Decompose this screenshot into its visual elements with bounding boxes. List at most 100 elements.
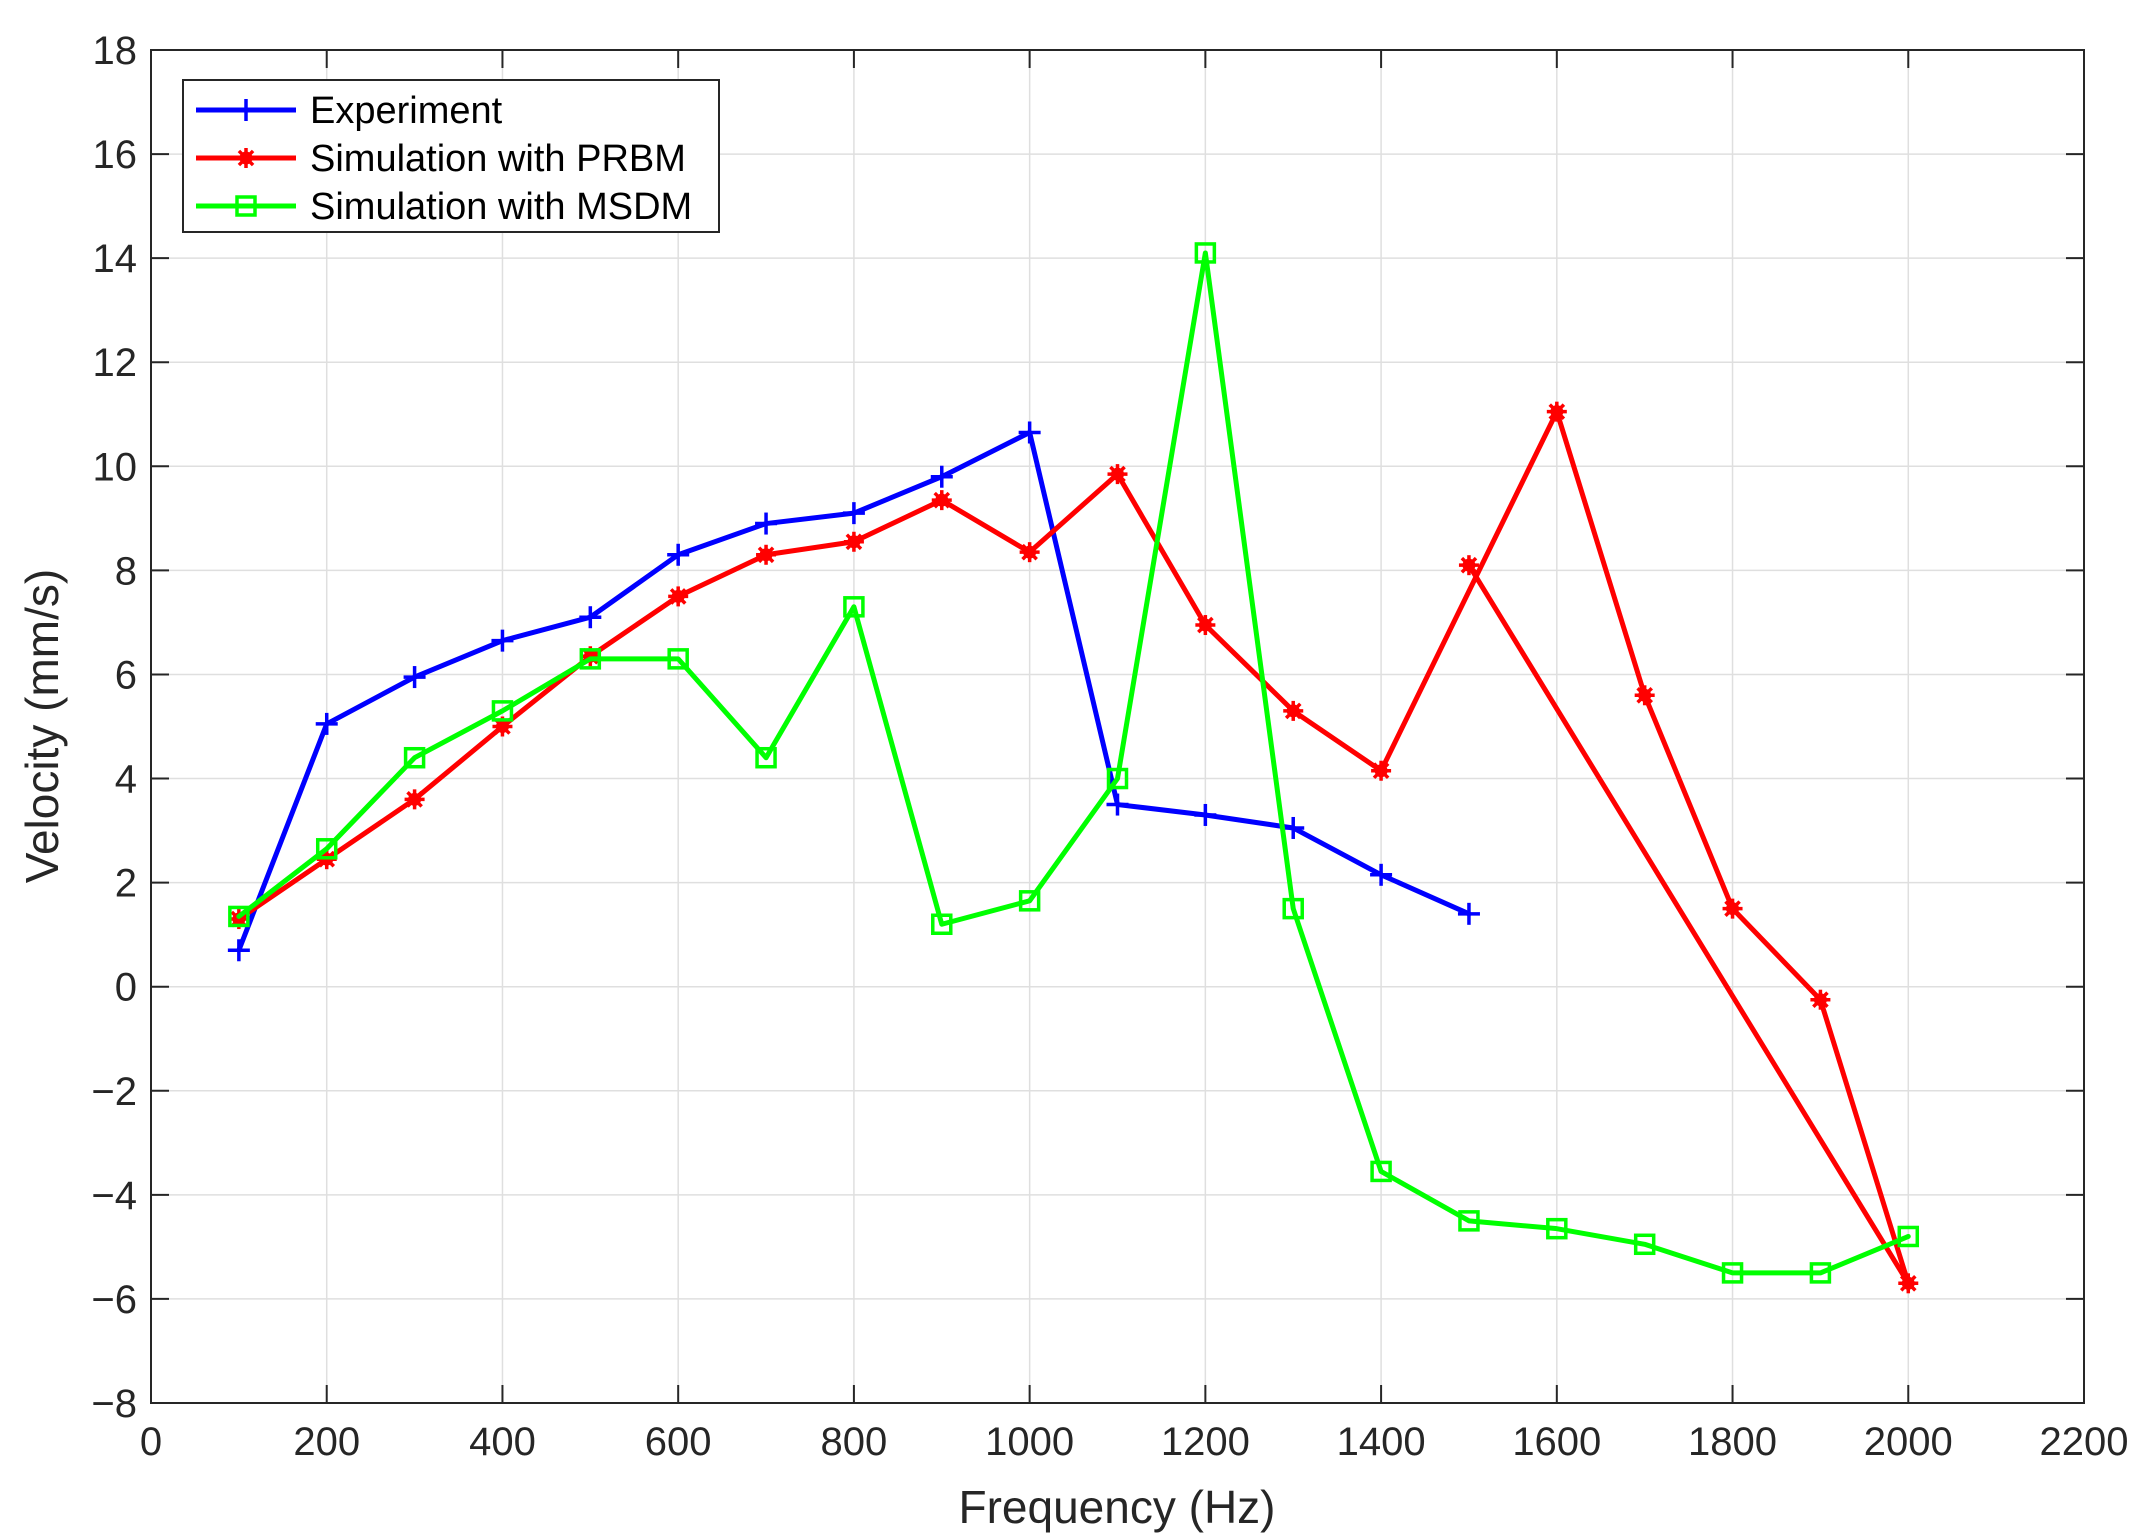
data-point (1898, 1273, 1919, 1294)
x-tick-label: 1000 (985, 1420, 1074, 1464)
y-tick-label: −8 (91, 1382, 137, 1426)
x-tick-label: 600 (645, 1420, 712, 1464)
y-tick-label: −6 (91, 1278, 137, 1322)
x-tick-label: 1200 (1161, 1420, 1250, 1464)
data-point (403, 746, 426, 769)
x-tick-labels: 0 200 400 600 800 1000 1200 1400 1600 1800 2000 220… (140, 1420, 2129, 1464)
data-point (1458, 555, 1479, 576)
legend: Experiment Simulation with PRBM Simulation… (182, 79, 720, 233)
data-point (756, 544, 777, 565)
y-tick-label: −4 (91, 1174, 137, 1218)
data-point (1018, 890, 1041, 912)
data-point (667, 648, 689, 670)
data-point (1106, 793, 1129, 816)
data-point (668, 586, 689, 607)
data-point (228, 905, 250, 928)
x-tick-label: 1800 (1688, 1420, 1777, 1464)
data-point (1370, 1160, 1392, 1183)
y-tick-label: 10 (93, 445, 138, 489)
data-point (491, 700, 514, 722)
data-point (1634, 685, 1655, 706)
y-tick-label: 8 (115, 549, 137, 593)
data-point (931, 490, 952, 511)
legend-label: Simulation with MSDM (310, 186, 692, 228)
x-tick-label: 200 (293, 1420, 360, 1464)
y-tick-label: 6 (115, 653, 137, 697)
x-tick-label: 400 (469, 1420, 536, 1464)
data-point (755, 746, 777, 769)
data-point (1810, 989, 1831, 1010)
grid (151, 50, 2084, 1403)
data-point (1107, 464, 1128, 485)
series-line (236, 409, 1911, 1286)
x-tick-label: 0 (140, 1420, 162, 1464)
data-point (579, 606, 602, 629)
y-tick-label: 2 (115, 862, 137, 906)
x-tick-label: 1600 (1512, 1420, 1601, 1464)
y-tick-label: 0 (115, 966, 137, 1010)
data-point (1809, 1262, 1832, 1284)
y-tick-label: 16 (93, 133, 138, 177)
legend-entry: Experiment (196, 90, 503, 132)
x-tick-label: 800 (821, 1420, 888, 1464)
data-point (843, 596, 865, 618)
data-point (1282, 816, 1305, 839)
data-point (1546, 1217, 1568, 1240)
data-point (1897, 1225, 1920, 1248)
legend-entry: Simulation with PRBM (196, 138, 686, 180)
data-point (1283, 700, 1304, 721)
y-tick-label: 4 (115, 758, 137, 802)
data-point (404, 789, 425, 810)
plot-area-border (150, 49, 2085, 1404)
x-tick-label: 2000 (1864, 1420, 1953, 1464)
data-point (1282, 897, 1304, 920)
series-line (236, 250, 1911, 1276)
data-point (1722, 898, 1743, 919)
data-point (755, 512, 778, 535)
data-point (1546, 401, 1567, 422)
x-tick-label: 2200 (2040, 1420, 2129, 1464)
data-point (842, 502, 865, 525)
data-point (1370, 863, 1393, 886)
legend-label: Simulation with PRBM (310, 138, 686, 180)
series-2 (228, 401, 1919, 1294)
data-point (227, 939, 250, 962)
data-point (1194, 803, 1217, 826)
data-point (1195, 615, 1216, 636)
y-tick-label: −2 (91, 1070, 137, 1114)
series-1 (227, 421, 1480, 962)
data-point (1457, 902, 1480, 925)
legend-entry: Simulation with MSDM (196, 186, 692, 228)
data-point (1371, 760, 1392, 781)
data-point (315, 712, 338, 735)
legend-marker (236, 148, 256, 168)
data-point (843, 531, 864, 552)
y-tick-label: 14 (93, 237, 138, 281)
series-3 (228, 242, 1920, 1284)
data-point (1633, 1233, 1656, 1256)
data-point (403, 666, 426, 689)
data-point (491, 629, 514, 652)
y-tick-labels: −8 −6 −4 −2 0 2 4 6 8 10 12 14 16 18 (91, 29, 137, 1426)
data-point (1458, 1210, 1480, 1232)
y-axis-label: Velocity (mm/s) (16, 569, 68, 883)
axis-ticks (150, 49, 2085, 1404)
data-point (1018, 421, 1041, 444)
legend-marker (235, 195, 257, 217)
legend-marker (235, 99, 257, 121)
data-point (579, 648, 602, 670)
legend-label: Experiment (310, 90, 503, 132)
data-point (1106, 767, 1129, 790)
data-point (1721, 1262, 1744, 1284)
data-point (930, 465, 953, 488)
data-point (667, 543, 690, 566)
data-point (315, 838, 338, 860)
data-point (1019, 542, 1040, 563)
y-tick-label: 18 (93, 29, 138, 73)
data-point (1194, 242, 1217, 264)
x-axis-label: Frequency (Hz) (959, 1481, 1276, 1533)
x-tick-label: 1400 (1337, 1420, 1426, 1464)
data-point (931, 913, 953, 935)
y-tick-label: 12 (93, 341, 138, 385)
